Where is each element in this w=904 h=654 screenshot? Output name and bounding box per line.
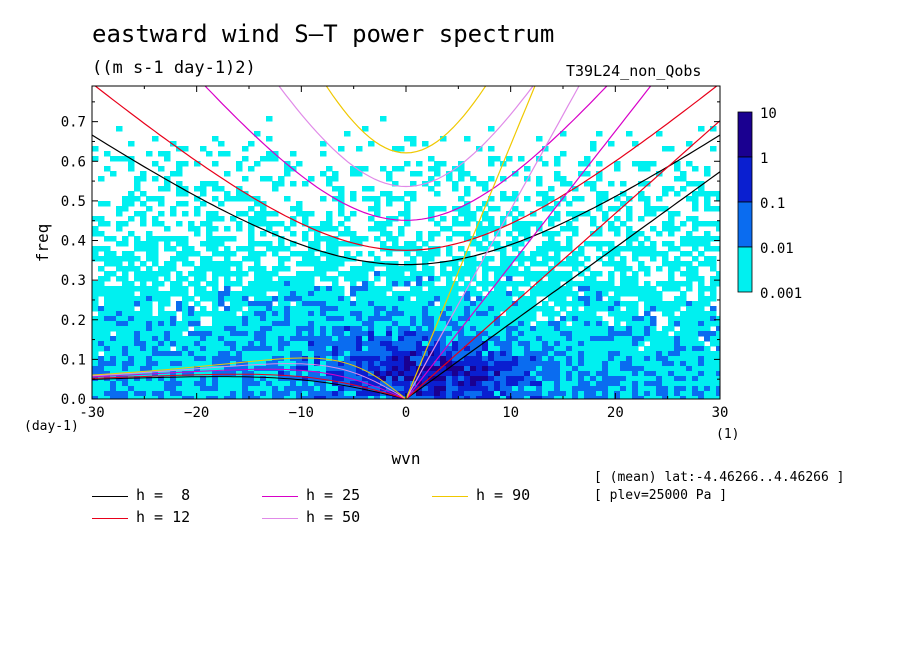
colorbar-level-label: 0.01: [760, 241, 794, 257]
x-tick-label: 30: [712, 405, 729, 421]
run-name: T39L24_non_Qobs: [566, 62, 702, 80]
legend-label: h = 12: [136, 508, 191, 526]
y-tick-label: 0.2: [61, 313, 86, 329]
colorbar: 0.001 0.01 0.1 1 10: [737, 106, 802, 302]
y-unit-label: (day-1): [24, 419, 79, 434]
y-tick-label: 0.4: [61, 234, 86, 250]
x-axis-label: wvn: [392, 449, 421, 468]
colorbar-swatch: [737, 201, 753, 248]
colorbar-swatch: [737, 111, 753, 158]
x-tick-label: −10: [289, 405, 314, 421]
x-unit-label: (1): [716, 427, 739, 442]
colorbar-level-label: 0.001: [760, 286, 802, 302]
colorbar-level-label: 10: [760, 106, 777, 122]
y-tick-label: 0.6: [61, 154, 86, 170]
y-axis-label: freq: [33, 224, 52, 263]
legend-line: [432, 496, 468, 497]
legend-line: [262, 496, 298, 497]
legend-label: h = 25: [306, 486, 361, 504]
meta-plev: [ plev=25000 Pa ]: [594, 488, 728, 503]
legend-line: [262, 518, 298, 519]
y-tick-label: 0.3: [61, 273, 86, 289]
chart-title: eastward wind S–T power spectrum: [92, 20, 555, 48]
y-tick-label: 0.5: [61, 194, 86, 210]
legend-line: [92, 496, 128, 497]
colorbar-level-label: 0.1: [760, 196, 785, 212]
x-tick-label: 10: [502, 405, 519, 421]
colorbar-swatch: [737, 246, 753, 293]
y-tick-label: 0.1: [61, 352, 86, 368]
chart-units: ((m s-1 day-1)2): [92, 58, 256, 78]
meta-lat: [ (mean) lat:-4.46266..4.46266 ]: [594, 470, 845, 485]
legend-line: [92, 518, 128, 519]
dispersion-curves: [92, 86, 720, 399]
legend-label: h = 50: [306, 508, 361, 526]
x-tick-label: -30: [79, 405, 104, 421]
x-tick-label: 20: [607, 405, 624, 421]
y-tick-label: 0.0: [61, 392, 86, 408]
x-tick-label: −20: [184, 405, 209, 421]
colorbar-swatch: [737, 156, 753, 203]
x-tick-label: 0: [402, 405, 410, 421]
legend-label: h = 8: [136, 486, 191, 504]
legend-label: h = 90: [476, 486, 531, 504]
colorbar-level-label: 1: [760, 151, 768, 167]
y-tick-label: 0.7: [61, 115, 86, 131]
power-spectrum-heatmap: [92, 116, 720, 399]
